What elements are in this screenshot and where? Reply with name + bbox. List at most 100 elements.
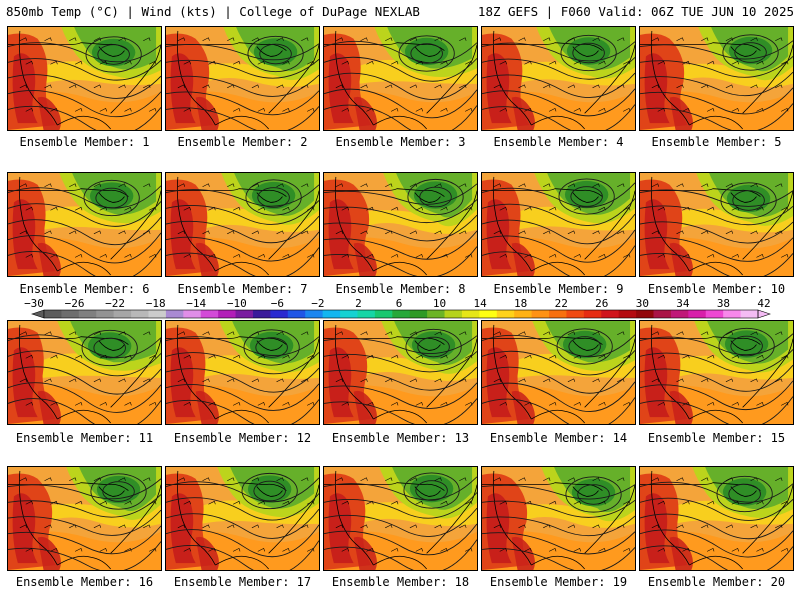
colorbar-tick-label: 34	[676, 297, 690, 310]
ensemble-map-panel	[639, 466, 794, 571]
colorbar-swatch	[601, 310, 620, 318]
ensemble-map-panel	[481, 320, 636, 425]
ensemble-member-label: Ensemble Member: 5	[651, 135, 782, 149]
ensemble-member-label: Ensemble Member: 13	[331, 431, 470, 445]
colorbar-swatch	[549, 310, 567, 318]
colorbar-swatch	[444, 310, 463, 318]
colorbar-tick-label: 18	[514, 297, 528, 310]
colorbar-swatch	[235, 310, 254, 318]
ensemble-map-panel	[165, 320, 320, 425]
colorbar-swatch	[357, 310, 376, 318]
colorbar-tick-label: −6	[270, 297, 284, 310]
ensemble-member-label: Ensemble Member: 12	[173, 431, 312, 445]
colorbar-tick-label: 26	[595, 297, 609, 310]
colorbar-swatch	[566, 310, 585, 318]
colorbar-tick-label: 22	[554, 297, 568, 310]
ensemble-map-panel	[323, 320, 478, 425]
ensemble-member-label: Ensemble Member: 2	[177, 135, 308, 149]
temperature-colorbar	[31, 309, 771, 319]
colorbar-max-arrow	[757, 309, 771, 319]
colorbar-swatch	[670, 310, 689, 318]
colorbar-swatch	[374, 310, 393, 318]
colorbar-swatch	[148, 310, 167, 318]
ensemble-member-label: Ensemble Member: 18	[331, 575, 470, 589]
ensemble-member-label: Ensemble Member: 7	[177, 282, 308, 296]
ensemble-member-label: Ensemble Member: 4	[493, 135, 624, 149]
ensemble-member-label: Ensemble Member: 16	[15, 575, 154, 589]
ensemble-map-panel	[7, 172, 162, 277]
colorbar-tick-label: −18	[145, 297, 166, 310]
colorbar-swatch	[340, 310, 358, 318]
colorbar-swatch	[61, 310, 80, 318]
ensemble-member-label: Ensemble Member: 14	[489, 431, 628, 445]
ensemble-map-panel	[323, 26, 478, 131]
colorbar-swatch	[113, 310, 132, 318]
colorbar-swatch	[636, 310, 655, 318]
ensemble-member-label: Ensemble Member: 1	[19, 135, 150, 149]
ensemble-member-label: Ensemble Member: 3	[335, 135, 466, 149]
colorbar-tick-label: 14	[473, 297, 487, 310]
colorbar-swatch	[427, 310, 446, 318]
colorbar-swatch	[305, 310, 324, 318]
ensemble-member-label: Ensemble Member: 15	[647, 431, 786, 445]
ensemble-member-label: Ensemble Member: 6	[19, 282, 150, 296]
ensemble-map-panel	[481, 172, 636, 277]
colorbar-swatch	[183, 310, 202, 318]
colorbar-tick-label: 6	[395, 297, 403, 310]
colorbar-swatch	[270, 310, 289, 318]
colorbar-tick-label: −30	[24, 297, 44, 310]
colorbar-tick-label: −2	[311, 297, 325, 310]
colorbar-tick-label: −26	[64, 297, 85, 310]
ensemble-map-panel	[639, 26, 794, 131]
colorbar-tick-label: −14	[186, 297, 207, 310]
colorbar-swatch	[200, 310, 219, 318]
colorbar-swatch	[78, 310, 97, 318]
colorbar-swatch	[392, 310, 411, 318]
model-run-info: 18Z GEFS | F060 Valid: 06Z TUE JUN 10 20…	[477, 4, 794, 19]
colorbar-tick-label: 30	[635, 297, 649, 310]
colorbar-swatch	[96, 310, 115, 318]
ensemble-member-label: Ensemble Member: 17	[173, 575, 312, 589]
ensemble-member-label: Ensemble Member: 19	[489, 575, 628, 589]
colorbar-swatch	[723, 310, 742, 318]
colorbar-swatch	[653, 310, 672, 318]
colorbar-tick-label: 2	[355, 297, 362, 310]
colorbar-swatch	[618, 310, 637, 318]
colorbar-swatch	[218, 310, 237, 318]
colorbar-swatch	[461, 310, 480, 318]
ensemble-map-panel	[323, 172, 478, 277]
ensemble-map-panel	[639, 172, 794, 277]
colorbar-swatch	[322, 310, 341, 318]
colorbar-swatch	[287, 310, 306, 318]
colorbar-swatch	[479, 310, 498, 318]
ensemble-map-panel	[323, 466, 478, 571]
colorbar-tick-label: 38	[716, 297, 731, 310]
ensemble-map-panel	[165, 466, 320, 571]
colorbar-swatch	[688, 310, 707, 318]
colorbar-swatch	[514, 310, 533, 318]
ensemble-map-panel	[481, 26, 636, 131]
colorbar-swatch	[496, 310, 515, 318]
ensemble-map-panel	[165, 26, 320, 131]
ensemble-map-panel	[165, 172, 320, 277]
colorbar-swatch	[531, 310, 550, 318]
colorbar-swatch	[583, 310, 602, 318]
colorbar-tick-label: −10	[226, 297, 247, 310]
ensemble-map-panel	[7, 26, 162, 131]
ensemble-member-label: Ensemble Member: 11	[15, 431, 154, 445]
colorbar-swatch	[740, 310, 759, 318]
colorbar-tick-label: −22	[105, 297, 126, 310]
colorbar-swatch	[44, 310, 62, 318]
ensemble-map-panel	[7, 320, 162, 425]
ensemble-member-label: Ensemble Member: 20	[647, 575, 786, 589]
ensemble-map-panel	[7, 466, 162, 571]
colorbar-swatch	[409, 310, 428, 318]
ensemble-member-label: Ensemble Member: 10	[647, 282, 786, 296]
ensemble-map-panel	[481, 466, 636, 571]
colorbar-swatch	[705, 310, 724, 318]
colorbar-swatch	[131, 310, 149, 318]
ensemble-member-label: Ensemble Member: 9	[493, 282, 624, 296]
ensemble-member-label: Ensemble Member: 8	[335, 282, 466, 296]
map-title: 850mb Temp (°C) | Wind (kts) | College o…	[6, 4, 420, 19]
colorbar-tick-label: 42	[757, 297, 771, 310]
